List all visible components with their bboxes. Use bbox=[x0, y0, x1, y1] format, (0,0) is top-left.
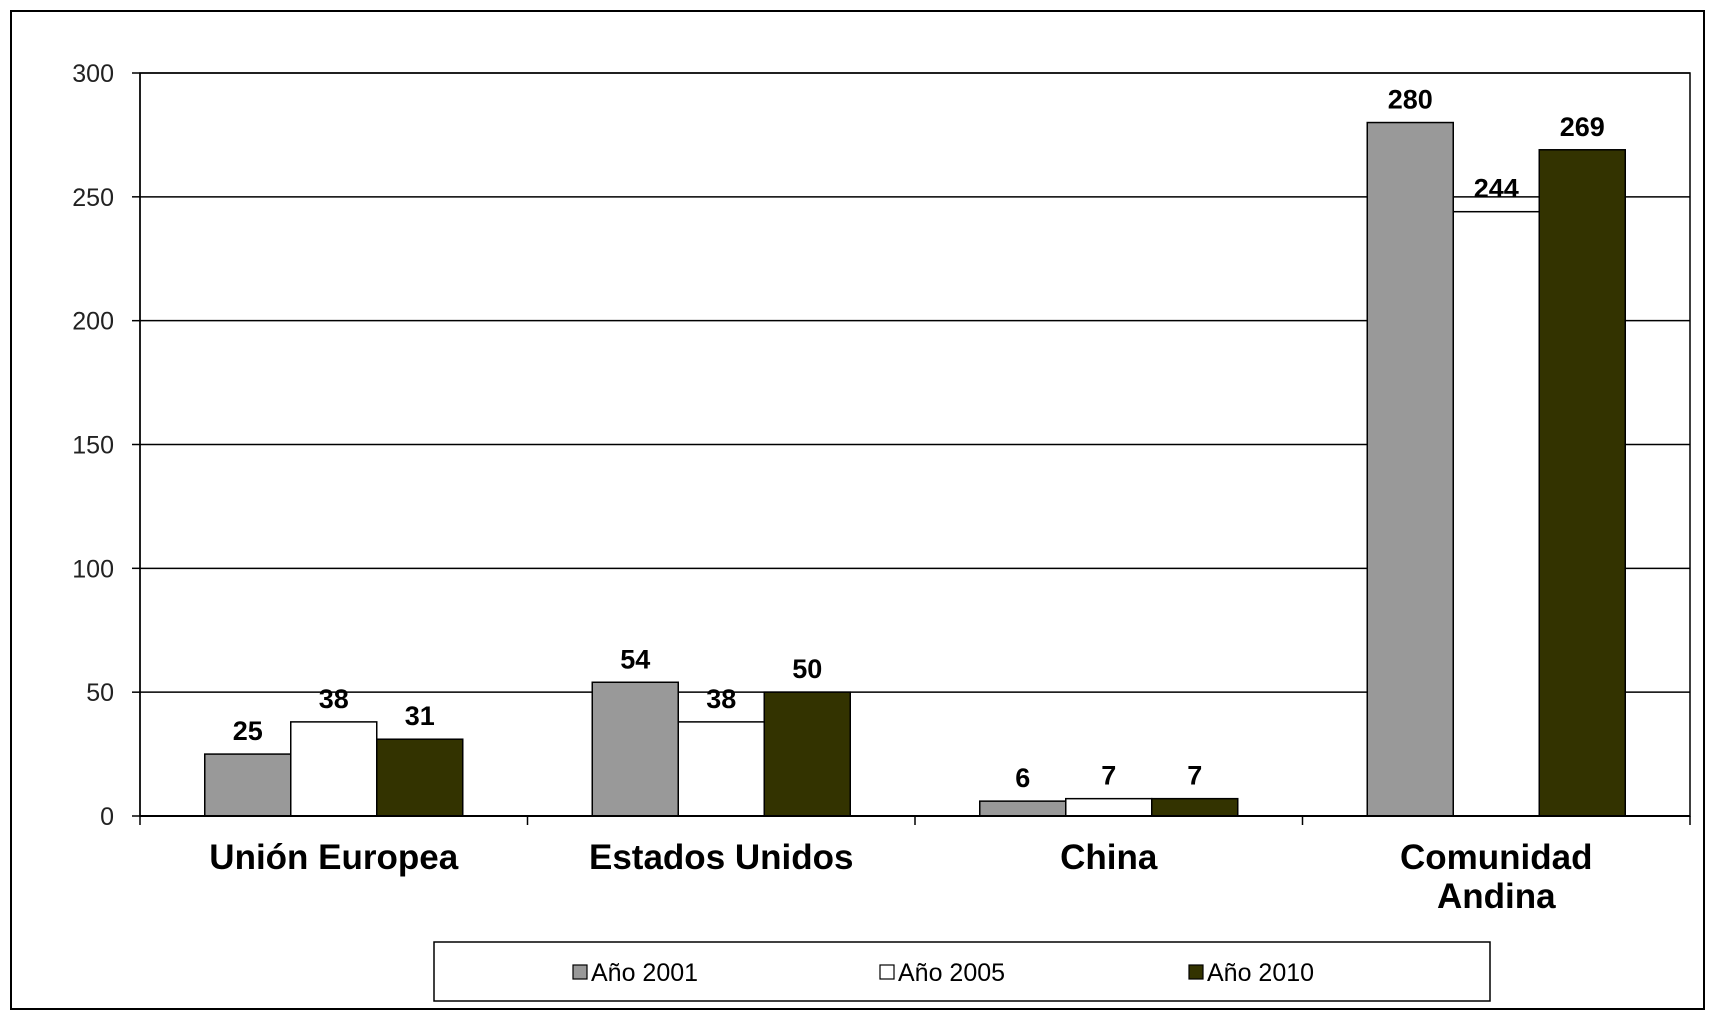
data-label: 7 bbox=[1187, 761, 1202, 791]
y-tick-label: 200 bbox=[72, 308, 114, 336]
category-label: Comunidad bbox=[1400, 838, 1592, 877]
data-label: 31 bbox=[405, 701, 435, 731]
bar bbox=[763, 691, 851, 817]
y-tick-label: 250 bbox=[72, 184, 114, 212]
bar bbox=[1538, 149, 1626, 817]
data-label: 269 bbox=[1560, 112, 1605, 142]
legend-swatch bbox=[572, 964, 588, 980]
data-label: 38 bbox=[319, 684, 349, 714]
category-label: China bbox=[1060, 838, 1158, 877]
category-label: Estados Unidos bbox=[589, 838, 853, 877]
data-label: 50 bbox=[792, 654, 822, 684]
bar bbox=[1452, 210, 1540, 817]
axes: 0 50 100 150 200 250 300 Unión Europea Estados U… bbox=[72, 60, 1691, 916]
bar bbox=[1151, 797, 1239, 817]
legend-box bbox=[433, 941, 1491, 1002]
category-label: Unión Europea bbox=[209, 838, 458, 877]
bar bbox=[979, 800, 1067, 817]
category-label: Andina bbox=[1437, 877, 1556, 916]
bar bbox=[376, 738, 464, 817]
legend-label: Año 2005 bbox=[898, 959, 1005, 987]
data-label: 280 bbox=[1388, 85, 1433, 115]
legend-swatch bbox=[879, 964, 895, 980]
y-tick-label: 150 bbox=[72, 432, 114, 460]
y-tick-label: 0 bbox=[100, 803, 114, 831]
data-label: 7 bbox=[1101, 761, 1116, 791]
data-label: 38 bbox=[706, 684, 736, 714]
bar bbox=[677, 721, 765, 817]
y-tick-label: 300 bbox=[72, 60, 114, 88]
data-label: 25 bbox=[233, 716, 263, 746]
legend-swatch bbox=[1188, 964, 1204, 980]
data-labels: 25 38 31 54 38 50 6 7 7 280 244 269 bbox=[233, 85, 1605, 794]
bar bbox=[204, 753, 292, 817]
legend: Año 2001 Año 2005 Año 2010 bbox=[433, 941, 1491, 1002]
bar bbox=[591, 681, 679, 817]
bar bbox=[1366, 121, 1454, 817]
bar bbox=[1065, 797, 1153, 817]
data-label: 6 bbox=[1015, 763, 1030, 793]
data-label: 244 bbox=[1474, 174, 1519, 204]
legend-label: Año 2001 bbox=[591, 959, 698, 987]
y-tick-label: 100 bbox=[72, 555, 114, 583]
data-label: 54 bbox=[620, 644, 650, 674]
legend-label: Año 2010 bbox=[1207, 959, 1314, 987]
bars bbox=[204, 121, 1626, 817]
y-tick-label: 50 bbox=[86, 679, 114, 707]
bar bbox=[290, 721, 378, 817]
